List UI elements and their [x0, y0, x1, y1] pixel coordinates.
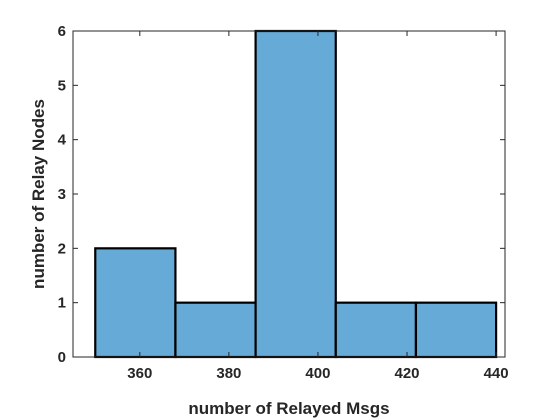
y-tick-label: 2 [58, 240, 66, 257]
x-tick-label: 420 [395, 365, 420, 382]
histogram-bar [414, 301, 498, 359]
y-tick-label: 1 [58, 295, 66, 312]
histogram-bar [334, 301, 418, 359]
x-tick-label: 400 [305, 365, 330, 382]
y-axis-label: number of Relay Nodes [29, 99, 48, 289]
x-tick-label: 380 [216, 365, 241, 382]
histogram-bar [94, 247, 177, 359]
ticks-group: 360 380 400 420 440 0 1 2 3 4 5 6 [58, 23, 509, 382]
x-axis-label: number of Relayed Msgs [188, 399, 389, 418]
y-tick-label: 6 [58, 23, 66, 40]
y-tick-label: 0 [58, 349, 66, 366]
bars-group [94, 29, 498, 359]
histogram-bar [174, 301, 257, 359]
y-tick-label: 4 [58, 132, 67, 149]
y-tick-label: 5 [58, 77, 66, 94]
y-tick-label: 3 [58, 186, 66, 203]
x-tick-label: 360 [127, 365, 152, 382]
histogram-bar [254, 29, 337, 359]
x-tick-label: 440 [484, 365, 509, 382]
